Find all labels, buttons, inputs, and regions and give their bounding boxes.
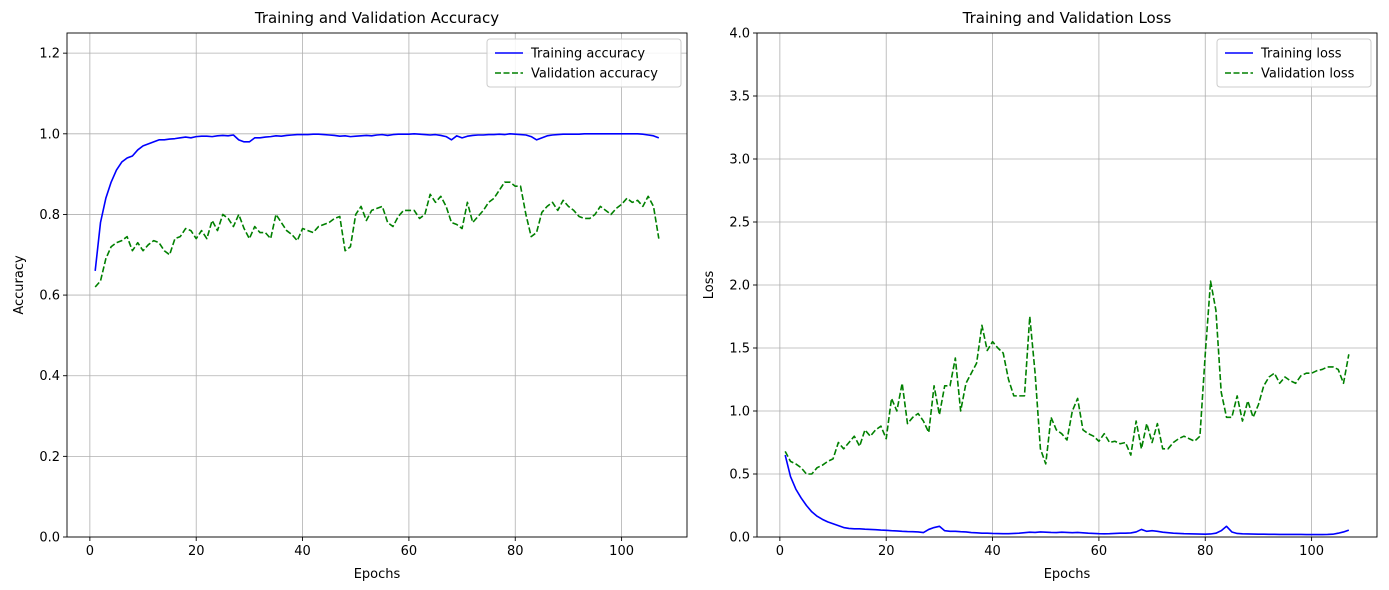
y-axis-label: Accuracy [12,255,27,315]
y-axis-label: Loss [702,271,717,300]
y-tick-label: 1.2 [39,47,60,62]
y-tick-label: 0.0 [729,531,750,546]
x-tick-label: 80 [507,544,524,559]
series-line-validation-accuracy [94,181,660,288]
y-tick-label: 3.0 [729,153,750,168]
x-tick-label: 40 [294,544,311,559]
y-tick-label: 1.5 [729,342,750,357]
x-axis-label: Epochs [354,567,401,582]
y-tick-label: 2.0 [729,279,750,294]
x-tick-label: 100 [1299,544,1324,559]
legend-label: Validation loss [1261,67,1355,82]
legend-box [1216,38,1372,88]
x-tick-label: 0 [86,544,94,559]
x-tick-label: 20 [188,544,205,559]
x-tick-label: 60 [401,544,418,559]
y-tick-label: 0.0 [39,531,60,546]
plot-frame [66,32,688,538]
legend-label: Training accuracy [530,47,645,62]
x-tick-label: 100 [609,544,634,559]
y-tick-label: 3.5 [729,90,750,105]
accuracy-chart: 0 20 40 60 80 100 0.0 0.2 0.4 0.6 0.8 1.0 1.2 Trainin… [12,9,688,582]
y-tick-label: 4.0 [729,27,750,42]
x-axis-label: Epochs [1044,567,1091,582]
y-tick-label: 0.5 [729,468,750,483]
x-tick-label: 40 [984,544,1001,559]
y-tick-label: 0.8 [39,208,60,223]
y-tick-label: 1.0 [729,405,750,420]
chart-title: Training and Validation Loss [962,9,1172,27]
y-tick-label: 1.0 [39,127,60,142]
x-tick-label: 60 [1091,544,1108,559]
legend: Training loss Validation loss [1216,38,1372,88]
chart-title: Training and Validation Accuracy [254,9,499,27]
legend-label: Validation accuracy [531,67,658,82]
series-line-training-loss [784,454,1350,536]
legend-label: Training loss [1260,47,1342,62]
y-tick-label: 0.2 [39,450,60,465]
loss-chart: 0 20 40 60 80 100 0.0 0.5 1.0 1.5 2.0 2.5 3.0 3.5 4.0 T… [702,9,1378,582]
y-tick-label: 0.6 [39,289,60,304]
legend-box [486,38,682,88]
y-tick-label: 0.4 [39,369,60,384]
series-line-training-accuracy [94,133,660,271]
series-line-validation-loss [784,280,1350,475]
y-tick-label: 2.5 [729,216,750,231]
x-tick-label: 0 [776,544,784,559]
x-tick-label: 80 [1197,544,1214,559]
legend: Training accuracy Validation accuracy [486,38,682,88]
x-tick-label: 20 [878,544,895,559]
